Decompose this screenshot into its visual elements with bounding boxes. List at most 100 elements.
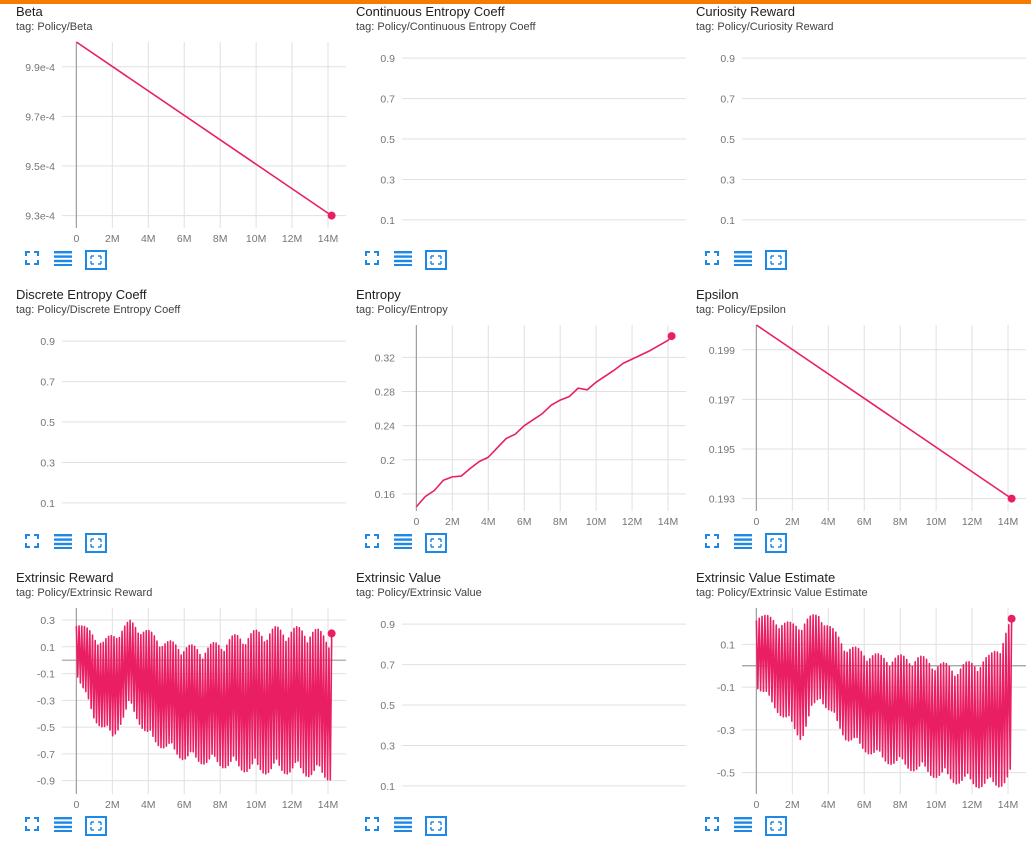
- x-tick-label: 0: [753, 799, 759, 811]
- y-tick-label: 0.5: [380, 134, 395, 146]
- fullscreen-icon[interactable]: [24, 250, 40, 271]
- data-table-icon[interactable]: [54, 816, 72, 837]
- fit-domain-icon[interactable]: [425, 816, 447, 841]
- card-tag: tag: Policy/Beta: [16, 21, 93, 33]
- card-title: Entropy: [356, 287, 401, 302]
- chart-card-beta: Beta tag: Policy/Beta 9.3e-4 9.5e-4 9.7e-4…: [0, 0, 346, 283]
- x-tick-label: 8M: [213, 233, 228, 245]
- y-tick-label: 0.3: [40, 457, 55, 469]
- card-title: Extrinsic Value Estimate: [696, 570, 836, 585]
- fit-domain-icon[interactable]: [85, 533, 107, 558]
- data-table-icon[interactable]: [734, 533, 752, 554]
- x-tick-label: 6M: [857, 516, 872, 528]
- chart: 0.1 0.3 0.5 0.7 0.9: [40, 336, 346, 510]
- fit-domain-icon[interactable]: [425, 250, 447, 275]
- card-title: Curiosity Reward: [696, 4, 795, 19]
- card-tag: tag: Policy/Entropy: [356, 304, 448, 316]
- last-point-dot: [667, 332, 676, 341]
- y-tick-label: 0.1: [720, 215, 735, 227]
- chart-card-curiosity-reward: Curiosity Reward tag: Policy/Curiosity R…: [680, 0, 1026, 283]
- card-title: Discrete Entropy Coeff: [16, 287, 147, 302]
- card-tag: tag: Policy/Extrinsic Value: [356, 587, 482, 599]
- x-tick-label: 8M: [893, 799, 908, 811]
- fit-domain-icon[interactable]: [765, 816, 787, 841]
- y-tick-label: 0.193: [709, 494, 735, 506]
- x-tick-label: 14M: [998, 516, 1018, 528]
- card-tag: tag: Policy/Extrinsic Value Estimate: [696, 587, 868, 599]
- y-tick-label: 0.1: [40, 498, 55, 510]
- last-point-dot: [327, 629, 336, 638]
- data-table-icon[interactable]: [734, 816, 752, 837]
- x-tick-label: 10M: [926, 516, 946, 528]
- x-tick-label: 6M: [517, 516, 532, 528]
- card-tag: tag: Policy/Curiosity Reward: [696, 21, 834, 33]
- fit-domain-icon[interactable]: [765, 250, 787, 275]
- x-tick-label: 0: [73, 233, 79, 245]
- x-tick-label: 6M: [177, 799, 192, 811]
- fit-domain-icon[interactable]: [765, 533, 787, 558]
- data-table-icon[interactable]: [394, 533, 412, 554]
- series-line: [415, 335, 673, 508]
- card-title: Extrinsic Value: [356, 570, 442, 585]
- y-tick-label: 0.32: [375, 352, 396, 364]
- y-tick-label: 0.7: [720, 94, 735, 106]
- fullscreen-icon[interactable]: [704, 816, 720, 837]
- data-table-icon[interactable]: [734, 250, 752, 271]
- fullscreen-icon[interactable]: [704, 250, 720, 271]
- card-tag: tag: Policy/Extrinsic Reward: [16, 587, 153, 599]
- data-table-icon[interactable]: [394, 250, 412, 271]
- x-tick-label: 6M: [857, 799, 872, 811]
- data-table-icon[interactable]: [54, 533, 72, 554]
- y-tick-label: -0.3: [717, 725, 735, 737]
- chart: 0.1 0.3 0.5 0.7 0.9: [720, 53, 1026, 227]
- chart-card-discrete-entropy-coeff: Discrete Entropy Coeff tag: Policy/Discr…: [0, 283, 346, 566]
- fullscreen-icon[interactable]: [364, 816, 380, 837]
- x-tick-label: 14M: [318, 233, 338, 245]
- y-tick-label: 9.5e-4: [25, 161, 55, 173]
- fullscreen-icon[interactable]: [704, 533, 720, 554]
- x-tick-label: 4M: [821, 516, 836, 528]
- fullscreen-icon[interactable]: [24, 533, 40, 554]
- y-tick-label: 0.7: [380, 660, 395, 672]
- card-title: Continuous Entropy Coeff: [356, 4, 505, 19]
- x-tick-label: 12M: [282, 799, 302, 811]
- y-tick-label: 9.3e-4: [25, 211, 55, 223]
- x-tick-label: 2M: [105, 799, 120, 811]
- data-table-icon[interactable]: [54, 250, 72, 271]
- y-tick-label: 0.197: [709, 394, 735, 406]
- y-tick-label: 0.24: [375, 421, 396, 433]
- series-line: [755, 614, 1013, 789]
- fit-domain-icon[interactable]: [85, 250, 107, 275]
- x-tick-label: 8M: [553, 516, 568, 528]
- card-tag: tag: Policy/Epsilon: [696, 304, 786, 316]
- fullscreen-icon[interactable]: [364, 250, 380, 271]
- x-tick-label: 10M: [246, 799, 266, 811]
- y-tick-label: 0.1: [380, 215, 395, 227]
- fullscreen-icon[interactable]: [364, 533, 380, 554]
- card-title: Extrinsic Reward: [16, 570, 114, 585]
- y-tick-label: 0.1: [380, 781, 395, 793]
- x-tick-label: 14M: [318, 799, 338, 811]
- y-tick-label: 0.3: [380, 740, 395, 752]
- y-tick-label: 0.1: [40, 642, 55, 654]
- chart: 0.193 0.195 0.197 0.199 0 2M 4M 6M 8M 10M 12M 14M: [709, 324, 1026, 528]
- last-point-dot: [1007, 494, 1016, 503]
- x-tick-label: 4M: [481, 516, 496, 528]
- y-tick-label: 0.5: [380, 700, 395, 712]
- y-tick-label: -0.1: [717, 682, 735, 694]
- top-accent-bar: [0, 0, 1031, 4]
- fit-domain-icon[interactable]: [425, 533, 447, 558]
- y-tick-label: 0.7: [380, 94, 395, 106]
- fit-domain-icon[interactable]: [85, 816, 107, 841]
- x-tick-label: 14M: [658, 516, 678, 528]
- y-tick-label: 0.1: [720, 639, 735, 651]
- fullscreen-icon[interactable]: [24, 816, 40, 837]
- y-tick-label: 0.2: [380, 455, 395, 467]
- y-tick-label: 0.5: [720, 134, 735, 146]
- data-table-icon[interactable]: [394, 816, 412, 837]
- y-tick-label: 0.5: [40, 417, 55, 429]
- card-tag: tag: Policy/Continuous Entropy Coeff: [356, 21, 536, 33]
- x-tick-label: 0: [753, 516, 759, 528]
- y-tick-label: 0.3: [40, 615, 55, 627]
- y-tick-label: 0.9: [380, 53, 395, 65]
